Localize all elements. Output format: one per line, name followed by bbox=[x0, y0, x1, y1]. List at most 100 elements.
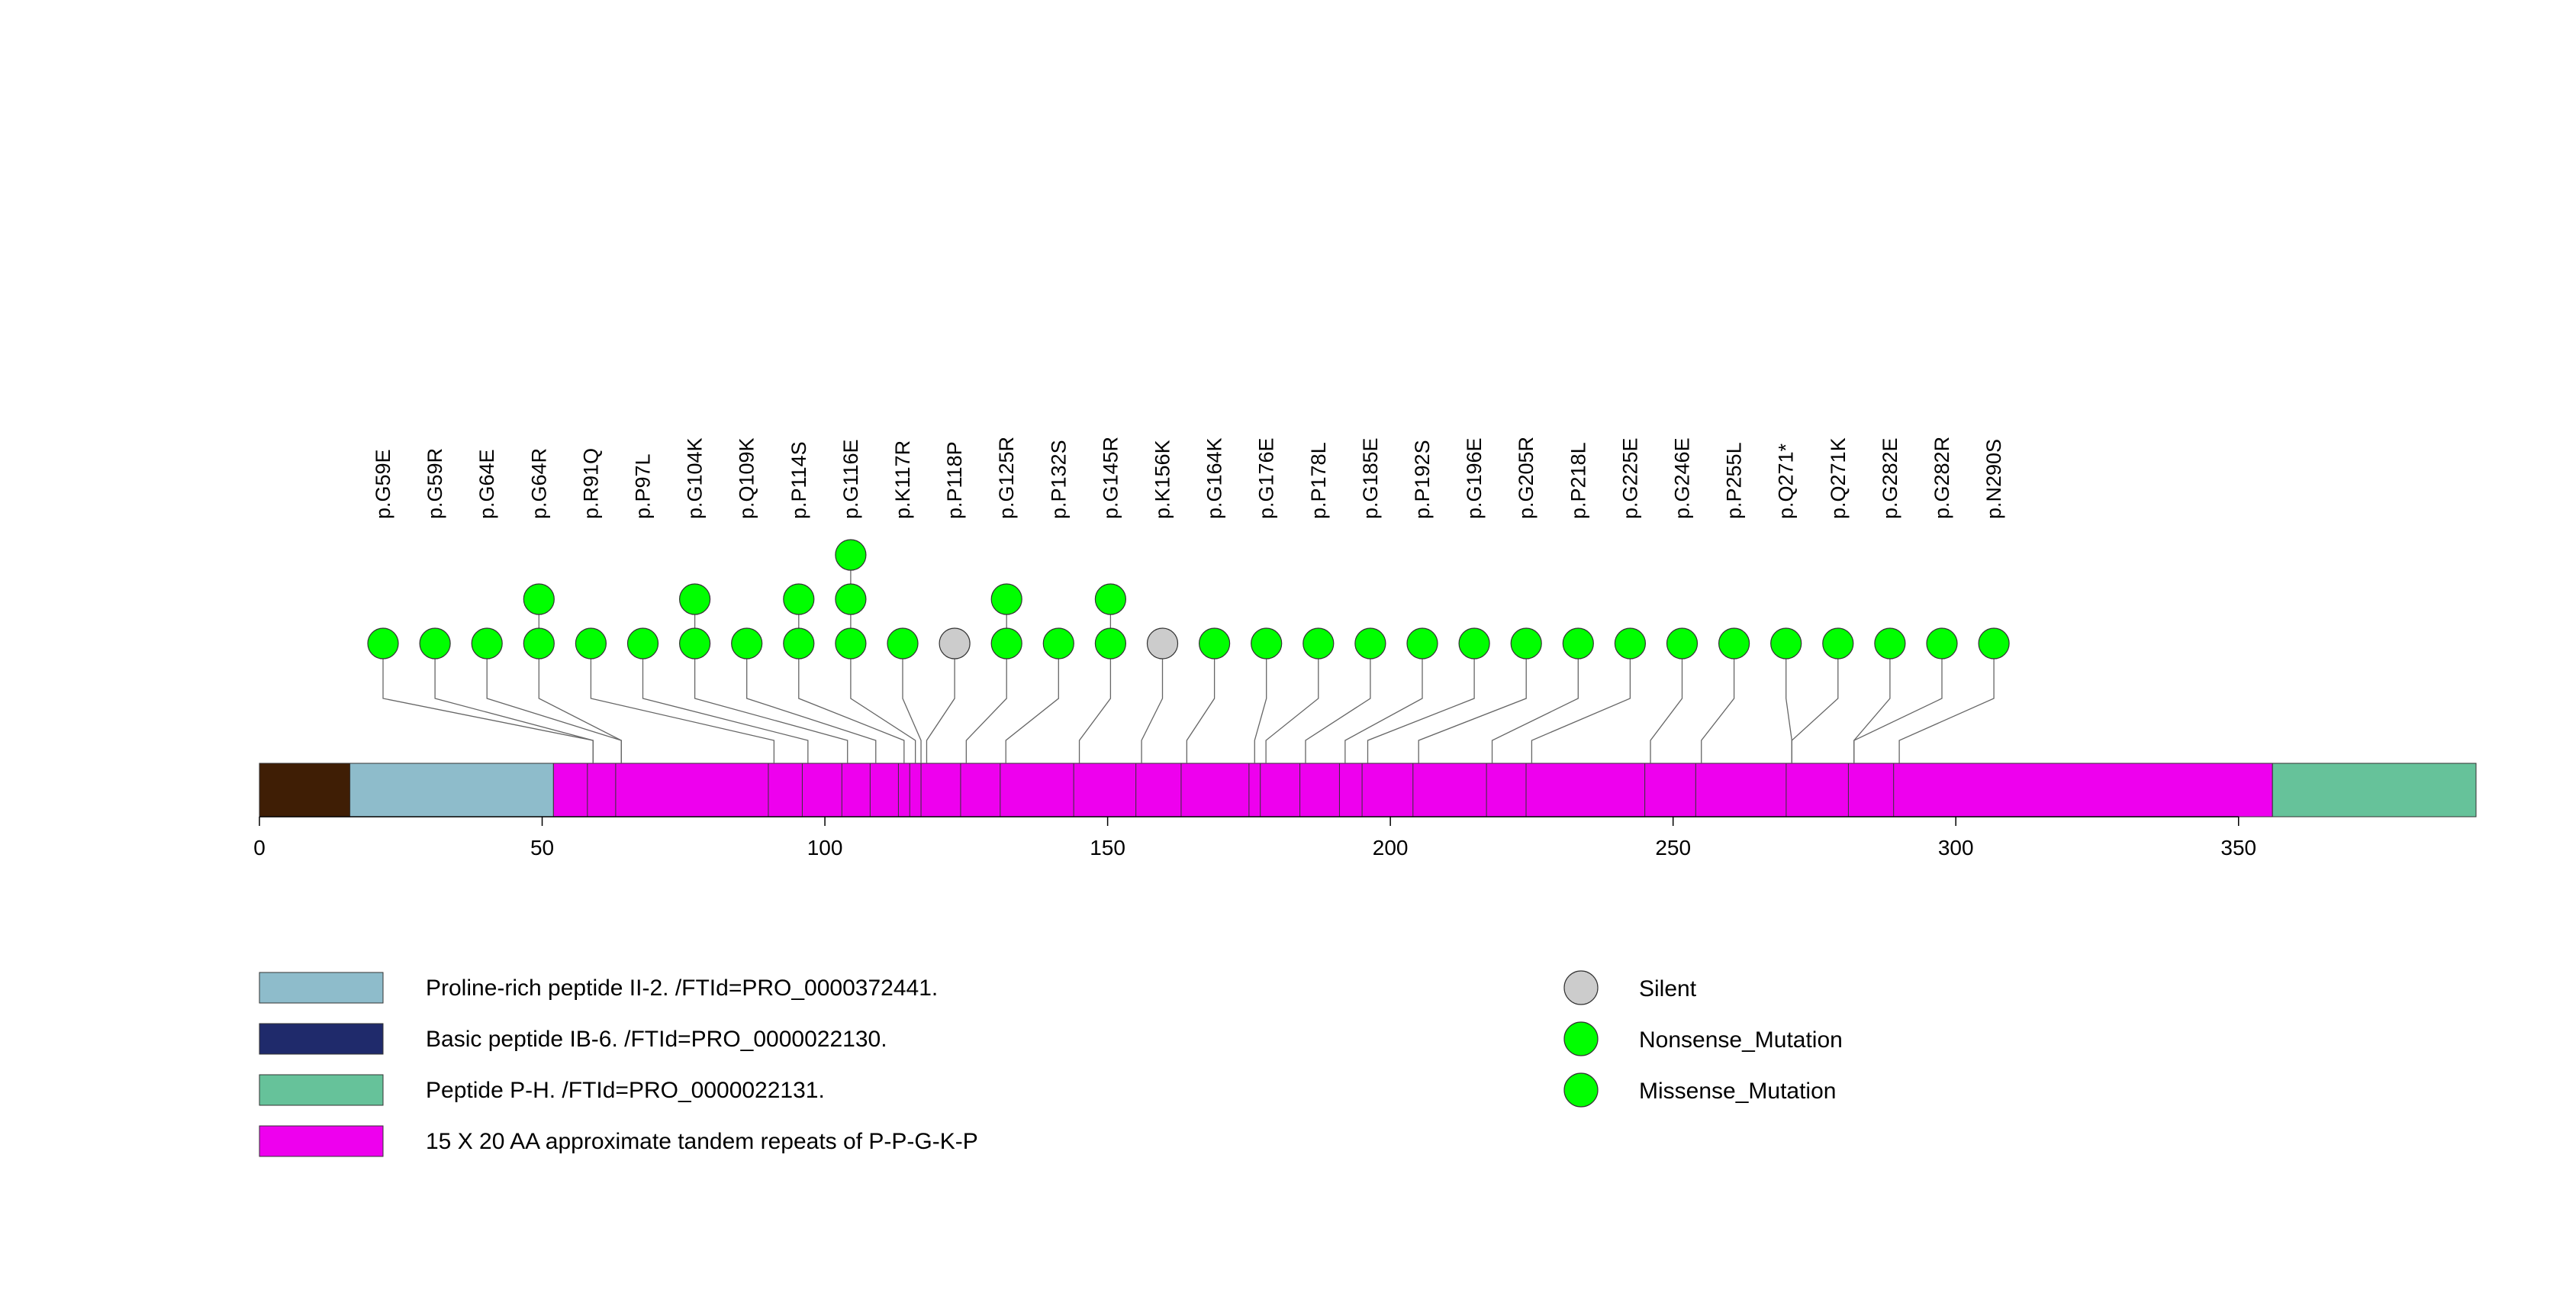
mutation-connector bbox=[1898, 628, 1995, 763]
legend-domain-label: 15 X 20 AA approximate tandem repeats of… bbox=[426, 1129, 978, 1154]
mutation-circle bbox=[419, 627, 451, 660]
mutation-circle bbox=[1094, 627, 1127, 660]
mutation-label: p.G196E bbox=[1463, 437, 1486, 519]
legend-domain-label: Basic peptide IB-6. /FTId=PRO_0000022130… bbox=[426, 1027, 887, 1052]
axis-tick-label: 350 bbox=[2220, 836, 2256, 859]
mutation-label: p.P218L bbox=[1567, 442, 1589, 519]
mutation-connector bbox=[1254, 628, 1267, 763]
mutation-type-legend: Silent Nonsense_Mutation Missense_Mutation bbox=[1563, 970, 1843, 1108]
mutation-label: p.R91Q bbox=[579, 448, 602, 519]
mutation-label: p.G246E bbox=[1671, 437, 1694, 519]
mutation-connector bbox=[1791, 628, 1839, 763]
mutation-circle bbox=[1354, 627, 1386, 660]
legend-mutation-swatch bbox=[1563, 1021, 1599, 1056]
mutation-connector bbox=[694, 584, 848, 763]
mutation-label: p.G59R bbox=[423, 448, 446, 519]
mutation-circle bbox=[1718, 627, 1750, 660]
axis-tick-label: 250 bbox=[1655, 836, 1691, 859]
mutation-label: p.K156K bbox=[1151, 440, 1174, 519]
mutation-label: p.Q271* bbox=[1775, 443, 1798, 519]
legend-domain-label: Peptide P-H. /FTId=PRO_0000022131. bbox=[426, 1078, 825, 1103]
legend-domain-swatch bbox=[259, 1125, 384, 1157]
mutation-connector bbox=[746, 628, 877, 763]
mutation-label: p.G125R bbox=[995, 437, 1018, 519]
mutation-label: p.G205R bbox=[1515, 437, 1538, 519]
mutation-circle bbox=[523, 627, 555, 660]
mutation-circle bbox=[887, 627, 919, 660]
mutation-connector bbox=[1418, 628, 1527, 763]
mutation-circle bbox=[1926, 627, 1958, 660]
mutation-lollipops: p.G59E p.G59R p.G64E p.G64R p.R91Q p.P97L p.G1… bbox=[367, 437, 2010, 660]
axis-tick-label: 100 bbox=[807, 836, 843, 859]
mutation-connector bbox=[1305, 628, 1371, 763]
legend-mutation-label: Nonsense_Mutation bbox=[1639, 1027, 1843, 1053]
mutation-connector bbox=[434, 628, 594, 763]
mutation-label: p.G64E bbox=[475, 449, 498, 519]
mutation-circle bbox=[1094, 583, 1127, 615]
mutation-connector bbox=[1367, 628, 1475, 763]
mutation-circle bbox=[1978, 627, 2010, 660]
mutation-label: p.P192S bbox=[1411, 440, 1434, 519]
mutation-label: p.P255L bbox=[1723, 442, 1746, 519]
mutation-circle bbox=[783, 583, 815, 615]
mutation-connector bbox=[1344, 628, 1423, 763]
legend-domain-label: Proline-rich peptide II-2. /FTId=PRO_000… bbox=[426, 976, 938, 1001]
mutation-circle bbox=[1146, 627, 1179, 660]
mutation-label: p.G59E bbox=[372, 449, 394, 519]
legend-domain-swatch bbox=[259, 1074, 384, 1106]
mutation-label: p.G185E bbox=[1359, 437, 1382, 519]
mutation-circle bbox=[575, 627, 607, 660]
mutation-circle bbox=[1042, 627, 1074, 660]
mutation-connector bbox=[850, 540, 916, 763]
mutation-circle bbox=[1510, 627, 1542, 660]
mutation-label: p.G176E bbox=[1255, 437, 1278, 519]
mutation-circle bbox=[990, 627, 1022, 660]
mutation-circle bbox=[523, 583, 555, 615]
legend-mutation-swatch bbox=[1563, 970, 1599, 1005]
mutation-connector bbox=[1005, 628, 1059, 763]
legend-mutation-label: Missense_Mutation bbox=[1639, 1079, 1836, 1104]
mutation-label: p.G282E bbox=[1879, 437, 1901, 519]
mutation-circle bbox=[1458, 627, 1490, 660]
mutation-connector bbox=[1141, 628, 1164, 763]
mutation-label: p.P132S bbox=[1047, 440, 1070, 519]
mutation-connector bbox=[1853, 628, 1943, 763]
mutation-circle bbox=[835, 539, 867, 571]
mutation-label: p.N290S bbox=[1982, 439, 2005, 519]
mutation-label: p.G225E bbox=[1618, 437, 1641, 519]
axis-tick-label: 200 bbox=[1373, 836, 1409, 859]
mutation-circle bbox=[1562, 627, 1594, 660]
mutation-circle bbox=[1666, 627, 1699, 660]
domain-block bbox=[2272, 763, 2477, 818]
mutation-circle bbox=[471, 627, 503, 660]
mutation-label: p.G282R bbox=[1930, 437, 1953, 519]
mutation-label: p.P114S bbox=[787, 441, 810, 519]
mutation-circle bbox=[626, 627, 659, 660]
axis-tick-label: 300 bbox=[1938, 836, 1974, 859]
mutation-label: p.G116E bbox=[839, 439, 862, 519]
mutation-label: p.P178L bbox=[1307, 442, 1330, 519]
mutation-connector bbox=[926, 628, 955, 763]
mutation-circle bbox=[1822, 627, 1854, 660]
mutation-circle bbox=[835, 627, 867, 660]
mutation-circle bbox=[731, 627, 763, 660]
legend-domain-swatch bbox=[259, 972, 384, 1004]
mutation-label: p.Q271K bbox=[1827, 437, 1850, 519]
mutation-connector bbox=[902, 628, 922, 763]
domain-block bbox=[349, 763, 554, 818]
mutation-circle bbox=[1614, 627, 1646, 660]
mutation-connector bbox=[1701, 628, 1735, 763]
mutation-label: p.G104K bbox=[684, 437, 707, 519]
mutation-connector bbox=[1265, 628, 1319, 763]
axis-tick-label: 150 bbox=[1090, 836, 1125, 859]
mutation-label: p.Q109K bbox=[736, 437, 758, 519]
mutation-circle bbox=[678, 627, 711, 660]
legend-domain-swatch bbox=[259, 1023, 384, 1055]
mutation-circle bbox=[939, 627, 971, 660]
mutation-connector bbox=[1491, 628, 1579, 763]
domain-legend: Proline-rich peptide II-2. /FTId=PRO_000… bbox=[259, 972, 978, 1157]
mutation-circle bbox=[1198, 627, 1231, 660]
mutation-circle bbox=[1770, 627, 1802, 660]
mutation-connector bbox=[1186, 628, 1216, 763]
axis-tick-label: 50 bbox=[530, 836, 554, 859]
